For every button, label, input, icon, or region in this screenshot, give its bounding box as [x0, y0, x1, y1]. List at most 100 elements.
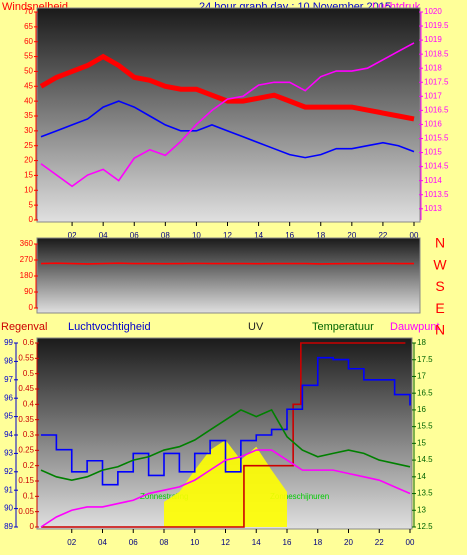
x-tick-label: 08	[161, 231, 170, 240]
y-tick-label: 1015.5	[424, 134, 449, 143]
plot-area	[36, 7, 421, 223]
x-tick-label: 18	[313, 538, 322, 547]
series-label: Temperatuur	[312, 321, 374, 333]
line	[40, 42, 415, 188]
y-tick-label: 0.3	[23, 430, 35, 439]
y-tick-label: 16	[417, 405, 426, 414]
y-tick-label: 45	[24, 81, 33, 90]
y-tick-label: 14	[417, 472, 426, 481]
y-tick-label: 97	[4, 375, 13, 384]
line	[41, 356, 411, 486]
compass-label: E	[435, 300, 444, 316]
y-tick-label: 98	[4, 357, 13, 366]
y-tick-label: 12.5	[417, 522, 433, 531]
annotation: UV	[248, 321, 264, 333]
x-tick-label: 06	[129, 538, 138, 547]
x-tick-label: 00	[406, 538, 415, 547]
x-tick-label: 10	[190, 538, 199, 547]
y-tick-label: 1014.5	[424, 162, 449, 171]
y-tick-label: 10	[24, 185, 33, 194]
y-tick-label: 0.45	[18, 384, 34, 393]
y-tick-label: 0.35	[18, 415, 34, 424]
y-tick-label: 1016.5	[424, 105, 449, 114]
y-tick-label: 16.5	[417, 388, 433, 397]
compass-label: S	[435, 278, 444, 294]
y-tick-label: 0	[29, 215, 34, 224]
line	[40, 449, 411, 528]
x-tick-label: 12	[221, 538, 230, 547]
y-tick-label: 180	[20, 271, 34, 280]
y-tick-label: 13.5	[417, 489, 433, 498]
y-tick-label: 0	[30, 522, 35, 531]
y-tick-label: 18	[417, 338, 426, 347]
line	[40, 100, 415, 159]
x-tick-label: 22	[375, 538, 384, 547]
y-tick-label: 20	[24, 156, 33, 165]
y-tick-label: 0	[29, 303, 34, 312]
y-tick-label: 1018	[424, 63, 442, 72]
annotation: Zonnestraling	[140, 492, 188, 501]
y-tick-label: 15	[24, 171, 33, 180]
area	[164, 440, 287, 527]
y-tick-label: 1014	[424, 176, 442, 185]
x-tick-label: 12	[223, 231, 232, 240]
x-tick-label: 14	[252, 538, 261, 547]
y-tick-label: 360	[20, 239, 34, 248]
y-tick-label: 99	[4, 338, 13, 347]
y-tick-label: 40	[24, 96, 33, 105]
x-tick-label: 08	[160, 538, 169, 547]
x-tick-label: 14	[254, 231, 263, 240]
y-tick-label: 0.15	[18, 476, 34, 485]
y-tick-label: 55	[24, 52, 33, 61]
x-tick-label: 16	[283, 538, 292, 547]
y-tick-label: 15	[417, 438, 426, 447]
plot-area	[36, 237, 421, 314]
x-tick-label: 20	[347, 231, 356, 240]
y-tick-label: 0.2	[23, 461, 35, 470]
y-tick-label: 93	[4, 449, 13, 458]
y-tick-label: 50	[24, 67, 33, 76]
y-tick-label: 1017	[424, 91, 442, 100]
series-label: Dauwpunt	[390, 321, 440, 333]
line	[39, 53, 415, 122]
y-tick-label: 89	[4, 522, 13, 531]
x-tick-label: 18	[316, 231, 325, 240]
y-tick-label: 13	[417, 505, 426, 514]
y-tick-label: 96	[4, 393, 13, 402]
y-tick-label: 0.05	[18, 507, 34, 516]
x-tick-label: 04	[98, 538, 107, 547]
y-tick-label: 0.4	[23, 399, 35, 408]
y-tick-label: 92	[4, 467, 13, 476]
x-tick-label: 04	[99, 231, 108, 240]
y-tick-label: 25	[24, 141, 33, 150]
y-tick-label: 91	[4, 485, 13, 494]
y-tick-label: 1019	[424, 35, 442, 44]
y-tick-label: 1018.5	[424, 49, 449, 58]
y-tick-label: 95	[4, 412, 13, 421]
y-tick-label: 0.55	[18, 353, 34, 362]
y-tick-label: 1019.5	[424, 21, 449, 30]
compass-label: N	[435, 235, 445, 251]
y-tick-label: 35	[24, 111, 33, 120]
y-tick-label: 65	[24, 22, 33, 31]
series-label: Luchtvochtigheid	[68, 321, 151, 333]
x-tick-label: 20	[344, 538, 353, 547]
x-tick-label: 02	[67, 538, 76, 547]
x-tick-label: 06	[130, 231, 139, 240]
y-tick-label: 0.25	[18, 445, 34, 454]
y-tick-label: 90	[24, 287, 33, 296]
line	[41, 342, 406, 528]
y-tick-label: 60	[24, 37, 33, 46]
y-tick-label: 0.1	[23, 491, 35, 500]
y-tick-label: 0.6	[23, 338, 35, 347]
y-tick-label: 1017.5	[424, 77, 449, 86]
y-tick-label: 17	[417, 372, 426, 381]
y-tick-label: 5	[29, 200, 34, 209]
x-tick-label: 22	[378, 231, 387, 240]
y-tick-label: 14.5	[417, 455, 433, 464]
y-tick-label: 1020	[424, 7, 442, 16]
x-tick-label: 16	[285, 231, 294, 240]
y-tick-label: 70	[24, 7, 33, 16]
